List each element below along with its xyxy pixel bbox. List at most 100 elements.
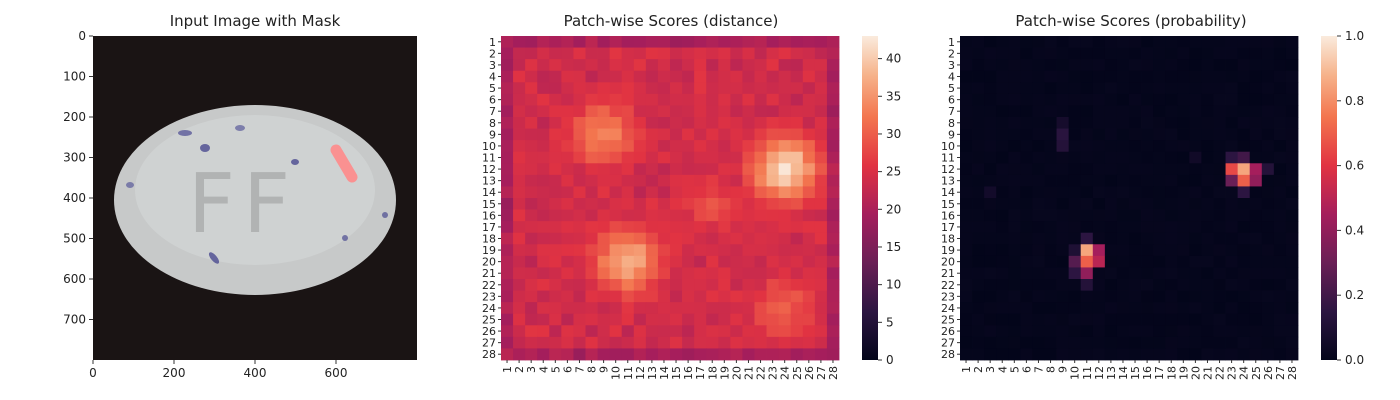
heatmap-cell	[1273, 313, 1287, 326]
heatmap-cell	[754, 279, 767, 291]
heatmap-cell	[1008, 198, 1021, 210]
heatmap-cell	[597, 163, 611, 176]
heatmap-cell	[645, 325, 659, 338]
heatmap-y-tick-label: 28	[941, 348, 955, 361]
heatmap-cell	[633, 302, 647, 315]
heatmap-cell	[754, 313, 767, 326]
heatmap-cell	[1116, 36, 1130, 48]
colorbar-tick-label: 5	[886, 315, 894, 329]
heatmap-cell	[645, 348, 659, 361]
heatmap-cell	[730, 290, 743, 303]
heatmap-cell	[585, 267, 598, 280]
heatmap-cell	[585, 82, 598, 95]
heatmap-cell	[730, 267, 743, 280]
heatmap-cell	[960, 117, 973, 129]
heatmap-cell	[1116, 47, 1130, 60]
heatmap-cell	[1189, 255, 1202, 268]
image-x-tick-label: 0	[89, 366, 97, 380]
heatmap-cell	[1129, 325, 1142, 338]
heatmap-cell	[1008, 128, 1021, 141]
heatmap-x-tick-label: 16	[682, 366, 695, 380]
heatmap-cell	[1092, 244, 1106, 257]
heatmap-cell	[573, 140, 586, 153]
heatmap-cell	[670, 302, 683, 315]
heatmap-cell	[633, 198, 647, 210]
heatmap-cell	[1068, 209, 1082, 222]
heatmap-cell	[1273, 209, 1287, 222]
heatmap-cell	[1141, 336, 1154, 349]
heatmap-cell	[1116, 140, 1130, 153]
heatmap-cell	[633, 209, 647, 222]
heatmap-x-tick-label: 17	[1153, 366, 1166, 380]
heatmap-cell	[742, 117, 755, 129]
heatmap-cell	[1129, 151, 1142, 164]
heatmap-cell	[1080, 255, 1094, 268]
heatmap-cell	[1080, 279, 1094, 291]
heatmap-cell	[972, 348, 985, 361]
heatmap-cell	[1201, 267, 1214, 280]
heatmap-cell	[549, 47, 562, 60]
heatmap-y-tick-label: 16	[941, 209, 955, 222]
image-x-tick-label: 200	[163, 366, 186, 380]
heatmap-cell	[1201, 163, 1214, 176]
heatmap-cell	[826, 221, 840, 234]
heatmap-cell	[1068, 198, 1082, 210]
heatmap-cell	[561, 232, 574, 245]
heatmap-cell	[525, 302, 538, 315]
heatmap-y-tick-label: 3	[489, 59, 496, 72]
heatmap-cell	[1225, 36, 1239, 48]
heatmap-cell	[609, 255, 623, 268]
heatmap-cell	[1249, 59, 1263, 72]
heatmap-cell	[996, 186, 1009, 199]
heatmap-cell	[694, 151, 707, 164]
heatmap-cell	[549, 221, 562, 234]
heatmap-cell	[1080, 140, 1094, 153]
heatmap-cell	[1213, 279, 1226, 291]
heatmap-cell	[1153, 151, 1166, 164]
heatmap-cell	[633, 128, 647, 141]
heatmap-cell	[1044, 93, 1057, 106]
heatmap-cell	[657, 302, 671, 315]
colorbar-tick-label: 40	[886, 52, 901, 66]
heatmap-x-tick-label: 6	[561, 366, 574, 373]
heatmap-cell	[1201, 325, 1214, 338]
heatmap-cell	[573, 82, 586, 95]
heatmap-cell	[1080, 290, 1094, 303]
heatmap-cell	[1177, 70, 1190, 83]
heatmap-cell	[1237, 186, 1251, 199]
heatmap-x-tick-label: 12	[1093, 366, 1106, 380]
heatmap-y-tick-label: 9	[948, 128, 955, 141]
heatmap-cell	[1032, 336, 1045, 349]
heatmap-cell	[597, 105, 611, 118]
heatmap-cell	[1177, 93, 1190, 106]
heatmap-cell	[1032, 163, 1045, 176]
heatmap-cell	[513, 336, 526, 349]
heatmap-x-tick-label: 7	[573, 366, 586, 373]
heatmap-cell	[1165, 336, 1178, 349]
heatmap-cell	[1177, 232, 1190, 245]
heatmap-cell	[633, 163, 647, 176]
heatmap-cell	[1189, 325, 1202, 338]
heatmap-cell	[645, 209, 659, 222]
heatmap-cell	[633, 93, 647, 106]
heatmap-cell	[657, 105, 671, 118]
heatmap-cell	[585, 163, 598, 176]
heatmap-cell	[1008, 186, 1021, 199]
heatmap-cell	[549, 313, 562, 326]
heatmap-cell	[1153, 105, 1166, 118]
heatmap-cell	[972, 336, 985, 349]
heatmap-cell	[1189, 313, 1202, 326]
heatmap-cell	[1153, 209, 1166, 222]
heatmap-cell	[1201, 70, 1214, 83]
heatmap-y-tick-label: 2	[948, 47, 955, 60]
heatmap-cell	[1165, 186, 1178, 199]
heatmap-cell	[670, 128, 683, 141]
heatmap-cell	[754, 82, 767, 95]
heatmap-cell	[1201, 290, 1214, 303]
heatmap-cell	[1177, 140, 1190, 153]
heatmap-cell	[960, 198, 973, 210]
heatmap-cell	[778, 151, 792, 164]
heatmap-cell	[1129, 279, 1142, 291]
heatmap-cell	[609, 302, 623, 315]
